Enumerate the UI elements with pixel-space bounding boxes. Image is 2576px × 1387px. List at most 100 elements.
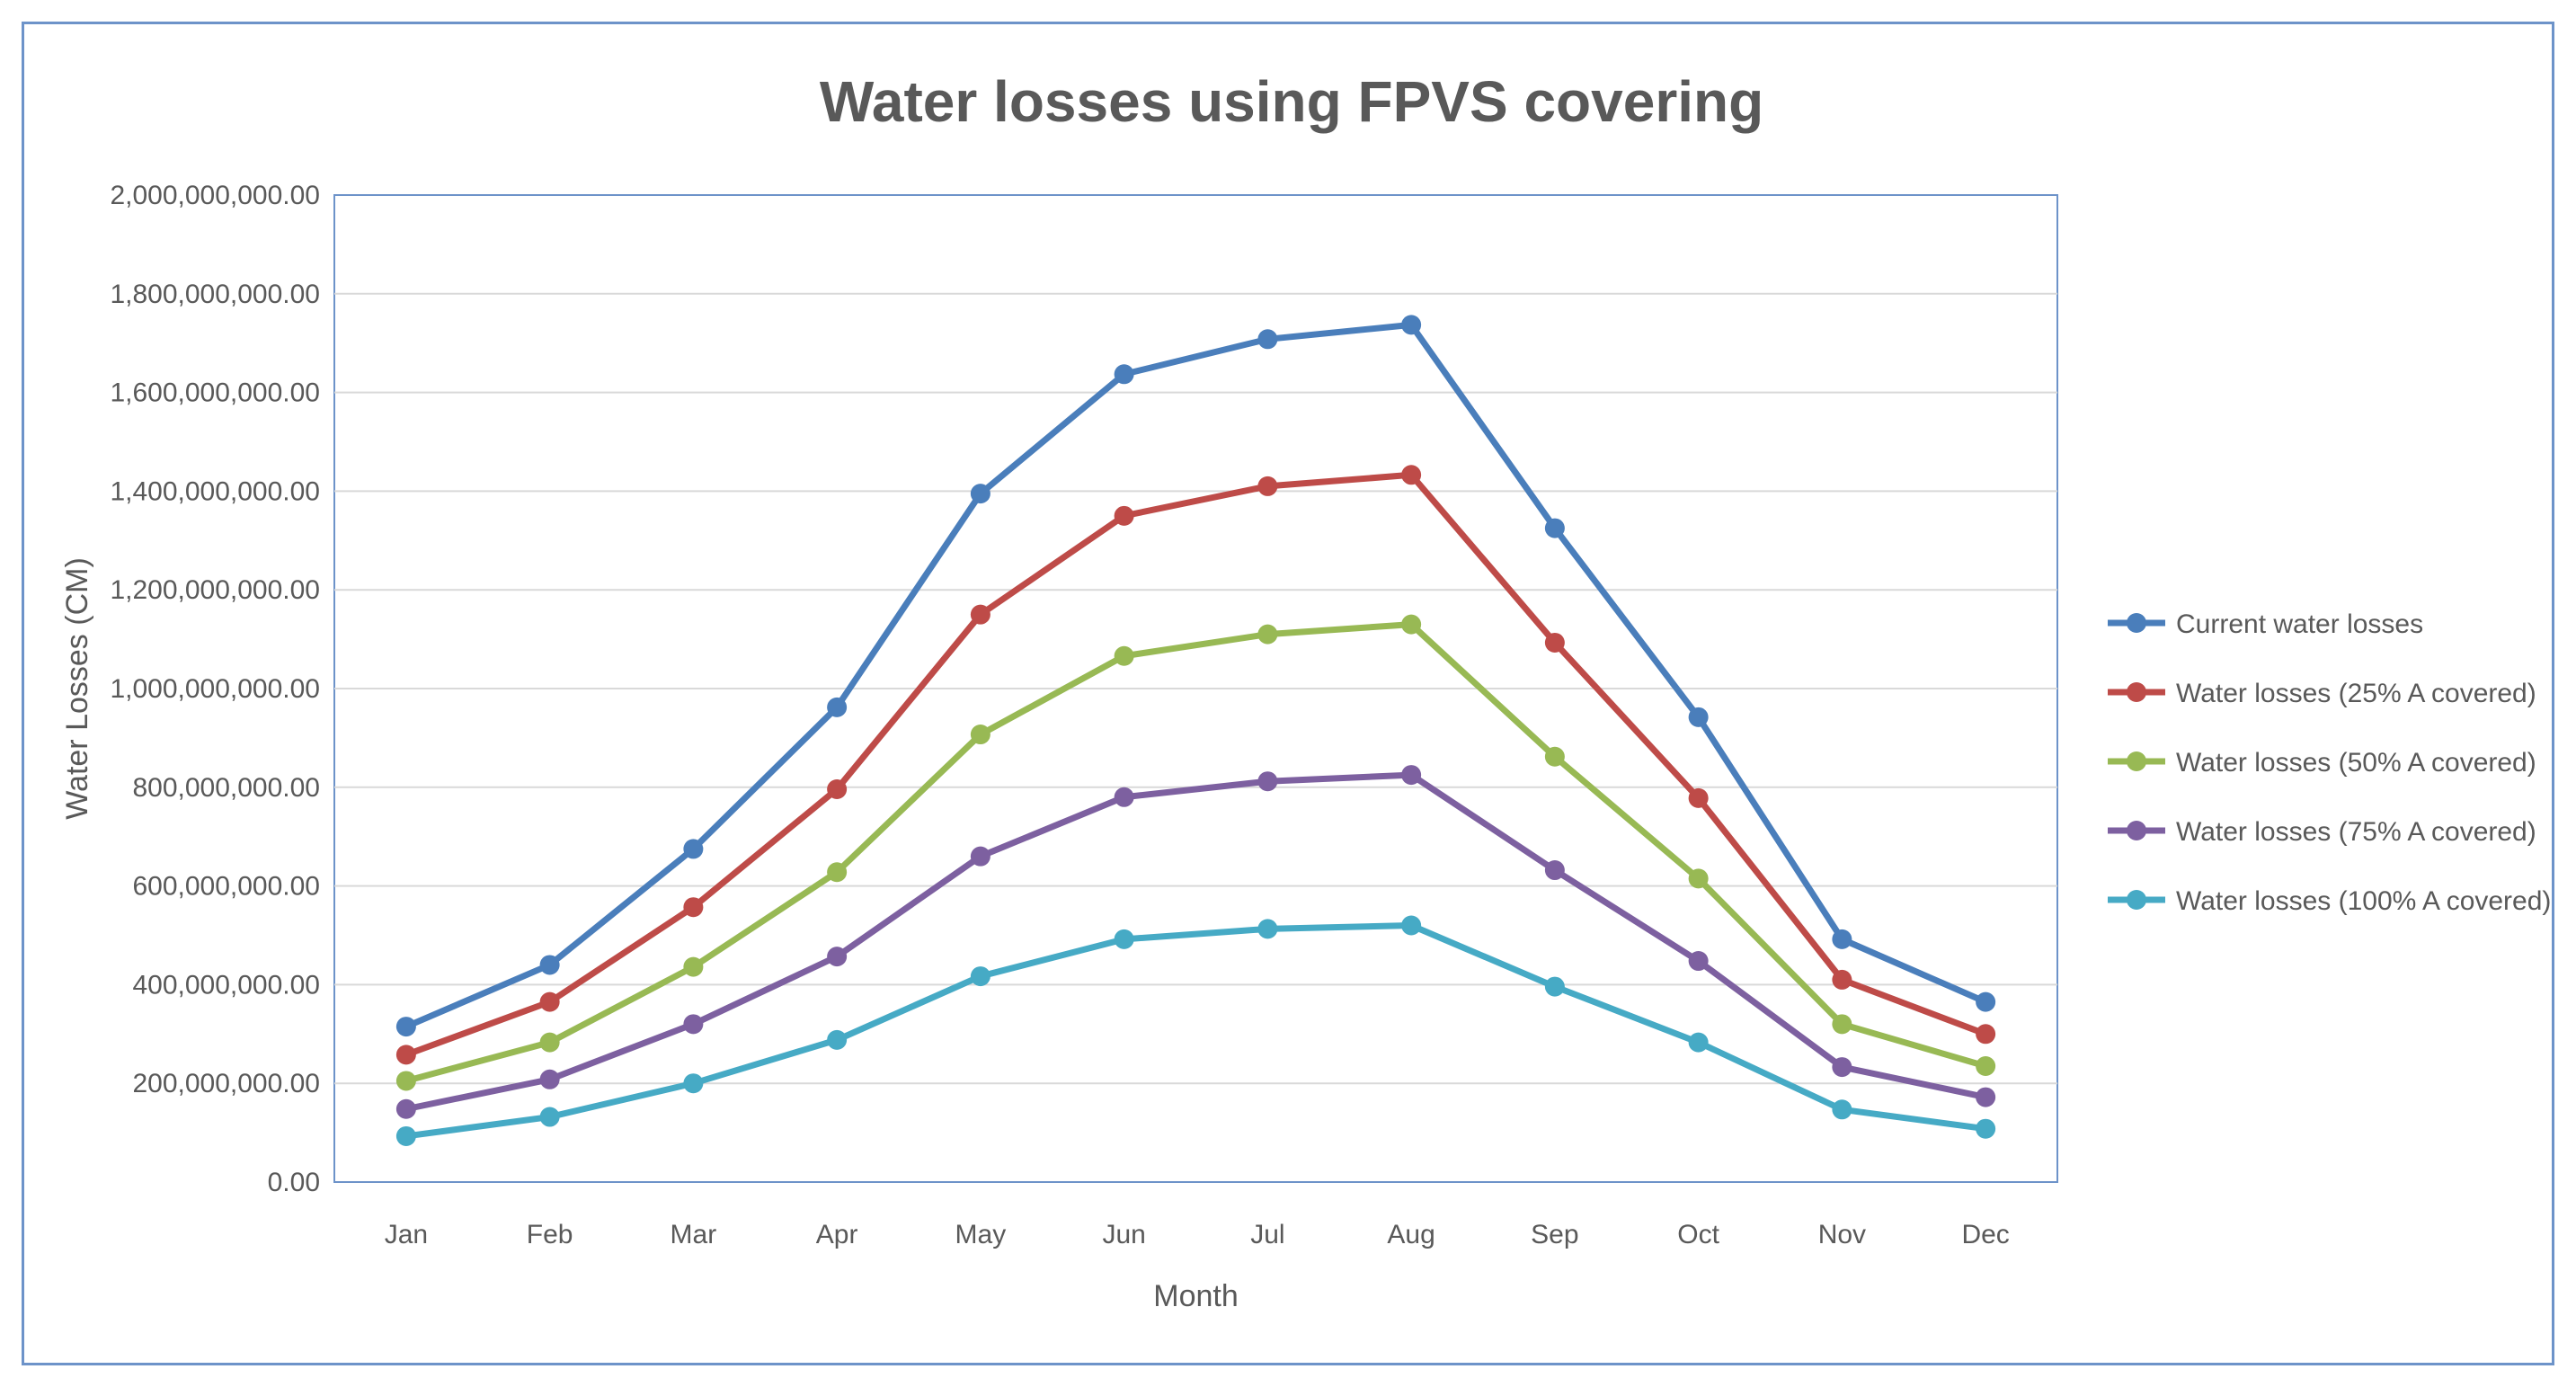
x-tick-label: Feb — [527, 1220, 573, 1249]
data-point — [1114, 364, 1134, 385]
x-tick-label: Jun — [1102, 1220, 1145, 1249]
data-point — [827, 862, 848, 883]
data-point — [1401, 465, 1422, 485]
data-point — [1832, 1099, 1852, 1120]
data-point — [970, 604, 990, 625]
data-point — [970, 484, 990, 504]
data-point — [1257, 624, 1278, 645]
data-point — [1114, 787, 1134, 807]
series — [395, 915, 1996, 1146]
legend-label: Current water losses — [2176, 609, 2423, 639]
y-tick-label: 2,000,000,000.00 — [110, 181, 320, 210]
legend: Current water losses Water losses (25% A … — [2108, 609, 2551, 916]
x-tick-label: Sep — [1531, 1220, 1578, 1249]
data-point — [970, 725, 990, 745]
series-group — [395, 315, 1996, 1146]
x-tick-label: Mar — [671, 1220, 717, 1249]
y-tick-label: 1,000,000,000.00 — [110, 674, 320, 704]
data-point — [683, 839, 704, 859]
legend-item: Water losses (50% A covered) — [2108, 748, 2536, 778]
x-tick-label: Apr — [816, 1220, 858, 1249]
data-point — [1976, 1055, 1996, 1076]
x-tick-label: Dec — [1961, 1220, 2009, 1249]
legend-swatch-marker — [2127, 682, 2146, 702]
series — [395, 765, 1996, 1119]
series-line — [403, 621, 1989, 1084]
data-point — [1114, 929, 1134, 949]
y-axis-title: Water Losses (CM) — [60, 557, 94, 820]
data-point — [1544, 976, 1565, 997]
x-tick-label: Aug — [1387, 1220, 1435, 1249]
data-point — [1688, 1032, 1709, 1053]
data-point — [1832, 969, 1852, 990]
data-point — [827, 778, 848, 799]
chart-frame: Water losses using FPVS covering 0.00 200… — [22, 22, 2554, 1365]
data-point — [1688, 787, 1709, 808]
data-point — [1832, 1014, 1852, 1035]
legend-swatch-marker — [2127, 821, 2146, 840]
data-point — [539, 1069, 560, 1089]
series — [395, 614, 1996, 1091]
x-tick-label: Jul — [1250, 1220, 1284, 1249]
data-point — [970, 966, 990, 987]
data-point — [827, 947, 848, 967]
data-point — [1401, 915, 1422, 936]
legend-item: Current water losses — [2108, 609, 2423, 639]
legend-label: Water losses (50% A covered) — [2176, 748, 2536, 778]
data-point — [539, 955, 560, 975]
data-point — [1688, 951, 1709, 972]
y-tick-label: 200,000,000.00 — [132, 1069, 320, 1098]
legend-item: Water losses (100% A covered) — [2108, 886, 2551, 916]
chart-title: Water losses using FPVS covering — [820, 69, 1763, 134]
data-point — [1976, 991, 1996, 1012]
y-tick-label: 1,200,000,000.00 — [110, 575, 320, 605]
y-tick-label: 1,400,000,000.00 — [110, 476, 320, 506]
data-point — [970, 846, 990, 867]
data-point — [1544, 860, 1565, 881]
data-point — [1257, 771, 1278, 792]
data-point — [1401, 315, 1422, 335]
series-line — [403, 922, 1989, 1140]
data-point — [683, 1073, 704, 1094]
data-point — [683, 1014, 704, 1035]
data-point — [539, 991, 560, 1012]
legend-label: Water losses (25% A covered) — [2176, 679, 2536, 708]
x-tick-label: May — [955, 1220, 1007, 1249]
data-point — [1544, 518, 1565, 538]
data-point — [827, 1029, 848, 1050]
data-point — [539, 1032, 560, 1053]
series — [395, 465, 1996, 1065]
data-point — [395, 1125, 416, 1146]
data-point — [1257, 476, 1278, 496]
data-point — [395, 1098, 416, 1119]
data-point — [1401, 765, 1422, 786]
data-point — [1401, 614, 1422, 635]
data-point — [683, 956, 704, 977]
x-tick-label: Nov — [1818, 1220, 1866, 1249]
data-point — [1832, 929, 1852, 949]
x-axis-ticks: Jan Feb Mar Apr May Jun Jul Aug Sep Oct Nov Dec — [385, 1220, 2010, 1249]
line-chart: Water losses using FPVS covering 0.00 200… — [60, 69, 2551, 1313]
y-tick-label: 1,600,000,000.00 — [110, 378, 320, 408]
series-line — [403, 471, 1989, 1058]
y-tick-label: 1,800,000,000.00 — [110, 280, 320, 309]
data-point — [1114, 645, 1134, 666]
data-point — [1976, 1024, 1996, 1045]
data-point — [1257, 329, 1278, 350]
data-point — [683, 897, 704, 918]
data-point — [1976, 1087, 1996, 1107]
y-axis-ticks: 0.00 200,000,000.00 400,000,000.00 600,000,… — [110, 181, 320, 1197]
gridlines — [334, 292, 2057, 1085]
legend-label: Water losses (100% A covered) — [2176, 886, 2551, 916]
y-tick-label: 400,000,000.00 — [132, 970, 320, 1000]
x-tick-label: Oct — [1677, 1220, 1719, 1249]
legend-swatch-marker — [2127, 890, 2146, 910]
data-point — [1688, 707, 1709, 727]
y-tick-label: 0.00 — [268, 1168, 320, 1197]
legend-item: Water losses (25% A covered) — [2108, 679, 2536, 708]
data-point — [1832, 1057, 1852, 1078]
series-line — [403, 771, 1989, 1113]
y-tick-label: 800,000,000.00 — [132, 773, 320, 803]
series-line — [403, 321, 1989, 1030]
series — [395, 315, 1996, 1037]
